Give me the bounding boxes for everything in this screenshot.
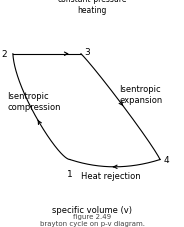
Text: 2: 2	[2, 50, 7, 59]
Text: 4: 4	[164, 155, 169, 164]
Text: 1: 1	[67, 169, 73, 178]
Text: specific volume (v): specific volume (v)	[52, 205, 132, 214]
Text: Isentropic
expansion: Isentropic expansion	[120, 85, 163, 104]
Text: constant-pressure
heating: constant-pressure heating	[57, 0, 127, 15]
Text: Isentropic
compression: Isentropic compression	[7, 92, 61, 111]
Text: figure 2.49
brayton cycle on p-v diagram.: figure 2.49 brayton cycle on p-v diagram…	[40, 213, 144, 226]
Text: 3: 3	[85, 48, 90, 57]
Text: Heat rejection: Heat rejection	[81, 172, 140, 181]
